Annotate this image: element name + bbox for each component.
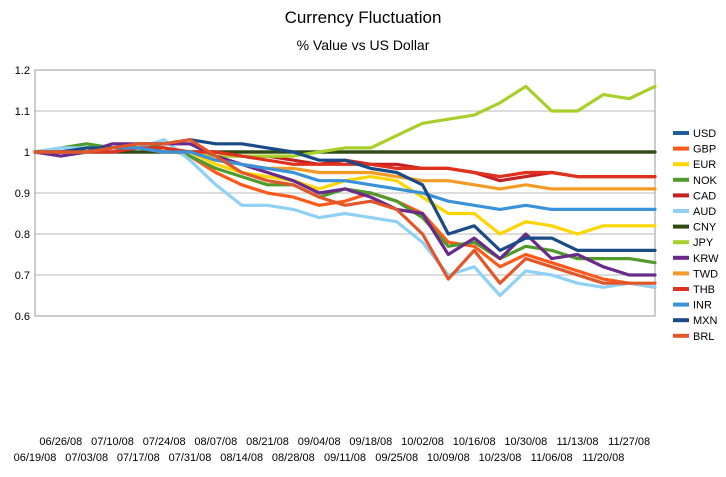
series-lines: [33, 84, 657, 298]
x-tick-label: 07/31/08: [169, 452, 212, 464]
x-tick-label: 09/25/08: [375, 452, 418, 464]
y-tick-label: 1.2: [15, 65, 30, 77]
plot-frame: [34, 69, 656, 317]
x-tick-label: 11/06/08: [531, 452, 573, 464]
series-line-brl: [33, 138, 657, 285]
legend-swatch: [673, 224, 689, 229]
legend-label: EUR: [693, 159, 716, 171]
x-tick-label: 10/09/08: [427, 452, 470, 464]
x-tick-label: 08/14/08: [220, 452, 263, 464]
x-tick-label: 08/07/08: [194, 436, 237, 448]
legend-swatch: [673, 209, 689, 213]
y-axis-ticks: 0.6 0.7 0.8 0.9 1 1.1 1.2: [15, 65, 30, 323]
y-tick-label: 0.9: [15, 188, 30, 200]
chart-subtitle: % Value vs US Dollar: [297, 37, 430, 53]
x-tick-label: 10/23/08: [479, 452, 522, 464]
legend-swatch: [673, 318, 689, 323]
legend-label: BRL: [693, 331, 714, 343]
legend-swatch: [673, 255, 689, 260]
legend-swatch: [673, 287, 689, 291]
legend-swatch: [673, 177, 689, 182]
x-tick-label: 09/04/08: [298, 436, 341, 448]
x-tick-label: 10/16/08: [453, 436, 496, 448]
y-tick-label: 0.6: [15, 311, 30, 323]
x-tick-label: 11/13/08: [556, 436, 598, 448]
x-tick-label: 09/18/08: [349, 436, 392, 448]
y-tick-label: 1: [24, 147, 30, 159]
legend-swatch: [673, 302, 689, 307]
x-tick-label: 07/24/08: [143, 436, 186, 448]
chart-title: Currency Fluctuation: [285, 8, 442, 27]
x-tick-label: 07/17/08: [117, 452, 160, 464]
x-tick-label: 08/28/08: [272, 452, 315, 464]
x-tick-label: 07/03/08: [65, 452, 108, 464]
y-tick-label: 1.1: [15, 106, 30, 118]
legend-label: GBP: [693, 144, 716, 156]
x-tick-label: 06/19/08: [14, 452, 57, 464]
x-tick-label: 06/26/08: [39, 436, 82, 448]
x-tick-label: 11/20/08: [582, 452, 624, 464]
y-tick-label: 0.7: [15, 270, 30, 282]
legend: USD GBP EUR NOK CAD AUD CNY JPY KRW TWD THB INR MXN B…: [673, 128, 719, 343]
legend-label: THB: [693, 284, 715, 296]
legend-label: NOK: [693, 175, 718, 187]
legend-swatch: [673, 131, 689, 135]
legend-label: CAD: [693, 190, 716, 202]
legend-label: USD: [693, 128, 716, 140]
legend-label: AUD: [693, 206, 716, 218]
legend-swatch: [673, 146, 689, 151]
legend-label: INR: [693, 300, 712, 312]
legend-label: CNY: [693, 222, 717, 234]
legend-label: TWD: [693, 268, 718, 280]
legend-swatch: [673, 271, 689, 276]
x-tick-label: 11/27/08: [608, 436, 650, 448]
series-line-inr: [33, 146, 657, 211]
legend-swatch: [673, 240, 689, 245]
x-tick-label: 07/10/08: [91, 436, 134, 448]
x-tick-label: 10/30/08: [504, 436, 547, 448]
x-tick-label: 08/21/08: [246, 436, 289, 448]
legend-label: KRW: [693, 253, 719, 265]
legend-label: JPY: [693, 237, 714, 249]
legend-swatch: [673, 193, 689, 198]
series-line-twd: [33, 146, 657, 191]
legend-label: MXN: [693, 315, 718, 327]
legend-swatch: [673, 333, 689, 338]
y-tick-label: 0.8: [15, 229, 30, 241]
x-tick-label: 10/02/08: [401, 436, 444, 448]
x-tick-label: 09/11/08: [324, 452, 366, 464]
legend-swatch: [673, 162, 689, 167]
x-axis-ticks: 06/26/08 07/10/08 07/24/08 08/07/08 08/21/08…: [14, 436, 651, 464]
